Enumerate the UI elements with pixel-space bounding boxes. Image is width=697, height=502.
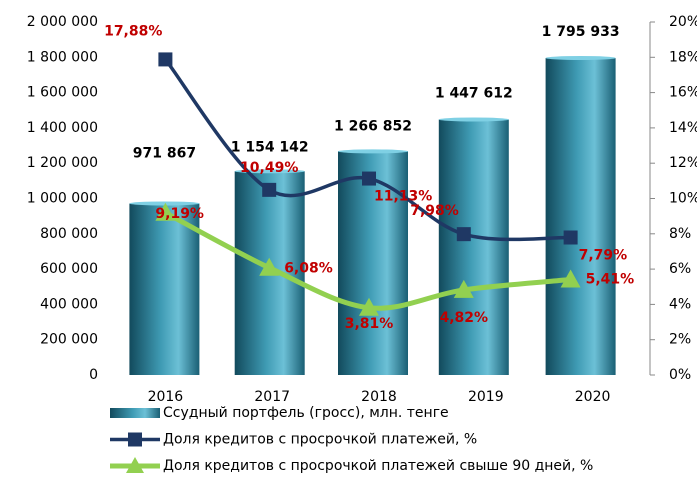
bar-value-label: 971 867 <box>133 145 196 161</box>
bar-top <box>338 149 408 154</box>
legend-label: Доля кредитов с просрочкой платежей, % <box>163 432 477 448</box>
bar-top <box>438 117 509 122</box>
line-value-label: 3,81% <box>345 316 394 332</box>
y-tick-label: 0 <box>89 367 98 383</box>
y-tick-label: 1 000 000 <box>27 191 98 207</box>
bar-top <box>545 56 616 61</box>
y2-tick-label: 20% <box>669 14 697 30</box>
bar <box>338 151 408 375</box>
bar-value-label: 1 795 933 <box>542 24 620 40</box>
legend-marker <box>128 432 142 447</box>
line-value-label: 9,19% <box>155 206 204 222</box>
x-tick-label: 2017 <box>254 389 290 405</box>
marker <box>259 257 280 276</box>
line-value-label: 6,08% <box>284 261 333 277</box>
y2-tick-label: 8% <box>669 226 691 242</box>
x-tick-label: 2018 <box>361 389 397 405</box>
bar <box>545 58 616 376</box>
y-tick-label: 1 600 000 <box>27 85 98 101</box>
bar-value-label: 1 447 612 <box>435 85 513 101</box>
y-tick-label: 1 800 000 <box>27 49 98 65</box>
bar <box>129 203 200 375</box>
bar <box>438 119 509 375</box>
line-value-label: 7,79% <box>579 248 628 264</box>
legend-label: Ссудный портфель (гросс), млн. тенге <box>163 405 449 421</box>
y-tick-label: 800 000 <box>40 226 98 242</box>
line-value-label: 4,82% <box>440 310 489 326</box>
y2-tick-label: 0% <box>669 367 691 383</box>
y-tick-label: 2 000 000 <box>27 14 98 30</box>
y2-tick-label: 10% <box>669 191 697 207</box>
marker <box>563 230 578 245</box>
y2-tick-label: 2% <box>669 332 691 348</box>
x-tick-label: 2019 <box>468 389 504 405</box>
y2-tick-label: 18% <box>669 49 697 65</box>
legend-label: Доля кредитов с просрочкой платежей свыш… <box>163 458 593 474</box>
x-tick-label: 2016 <box>148 389 184 405</box>
marker <box>155 202 176 221</box>
legend-swatch <box>110 408 160 418</box>
bar-top <box>129 201 200 206</box>
y2-tick-label: 14% <box>669 120 697 136</box>
bar-value-label: 1 154 142 <box>231 139 309 155</box>
y-tick-label: 1 200 000 <box>27 155 98 171</box>
line <box>164 58 571 242</box>
line-value-label: 5,41% <box>586 272 635 288</box>
y2-tick-label: 12% <box>669 155 697 171</box>
y2-tick-label: 4% <box>669 296 691 312</box>
marker <box>262 182 277 197</box>
y-tick-label: 1 400 000 <box>27 120 98 136</box>
y2-tick-label: 6% <box>669 261 691 277</box>
marker <box>560 269 581 288</box>
marker <box>456 227 471 242</box>
line-value-label: 7,98% <box>410 203 459 219</box>
marker <box>359 297 379 316</box>
line-value-label: 17,88% <box>104 23 162 39</box>
y-tick-label: 400 000 <box>40 296 98 312</box>
y-tick-label: 600 000 <box>40 261 98 277</box>
marker <box>453 279 474 298</box>
line-value-label: 11,13% <box>374 189 432 205</box>
marker <box>158 52 173 67</box>
line-value-label: 10,49% <box>240 160 298 176</box>
y-tick-label: 200 000 <box>40 332 98 348</box>
marker <box>362 171 376 186</box>
bar-value-label: 1 266 852 <box>334 118 412 134</box>
y2-tick-label: 16% <box>669 85 697 101</box>
legend-marker <box>126 457 144 473</box>
x-tick-label: 2020 <box>575 389 611 405</box>
bar-top <box>234 169 305 174</box>
